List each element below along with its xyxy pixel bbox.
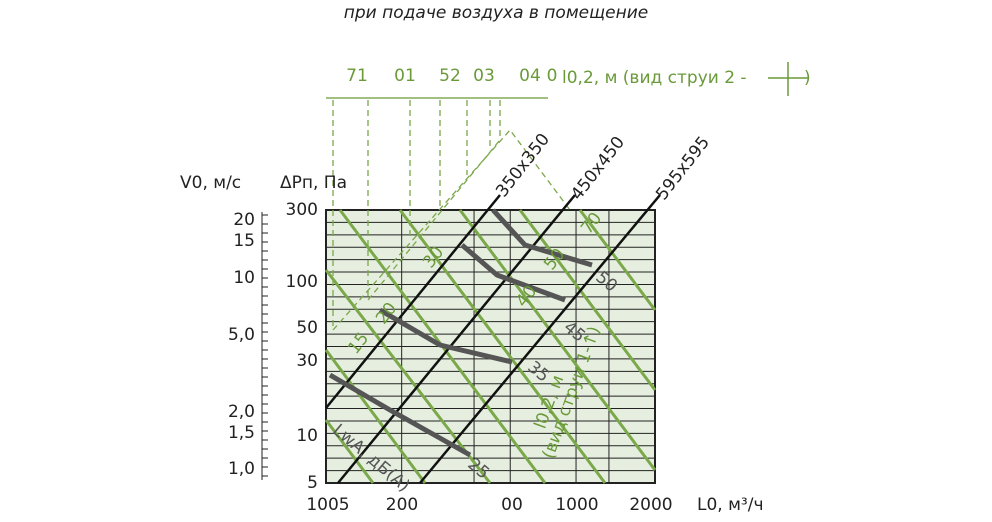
guide-lines [326,97,571,331]
v-label: 10 [233,268,255,288]
x-label: 200 [386,495,418,515]
p-label: 5 [307,473,318,493]
size-label: 450x450 [567,133,629,204]
v-axis-title: V0, м/с [180,173,241,193]
v-label: 15 [233,231,255,251]
top-label: 01 [394,66,416,86]
p-axis-title: ΔPп, Па [280,173,347,193]
x-label: 2000 [629,495,672,515]
p-label: 300 [286,200,318,220]
top-axis-close: ) [804,68,811,88]
top-axis: 71 01 52 03 04 0 l0,2, м (вид струи 2 - … [346,62,811,96]
throw-lines [324,209,657,484]
v-label: 1,5 [228,423,255,443]
v-label: 20 [233,210,255,230]
top-label: 0 [547,66,558,86]
p-label: 50 [296,318,318,338]
top-label: 03 [473,66,495,86]
v-label: 1,0 [228,459,255,479]
v-label: 5,0 [228,325,255,345]
noise-curves [328,208,593,458]
x-label: 00 [501,495,523,515]
size-label: 595x595 [652,133,714,204]
v-label: 2,0 [228,402,255,422]
x-axis-title: L0, м³/ч [697,495,764,515]
p-label: 30 [296,351,318,371]
x-label: 1000 [555,495,598,515]
size-lines [325,194,661,484]
x-label: 1005 [306,495,349,515]
p-label: 10 [296,426,318,446]
subtitle: при подаче воздуха в помещение [344,3,648,23]
top-label: 71 [346,66,368,86]
top-label: 52 [439,66,461,86]
p-label: 100 [286,272,318,292]
top-label: 04 [519,66,541,86]
top-axis-title: l0,2, м (вид струи 2 - [562,68,747,88]
